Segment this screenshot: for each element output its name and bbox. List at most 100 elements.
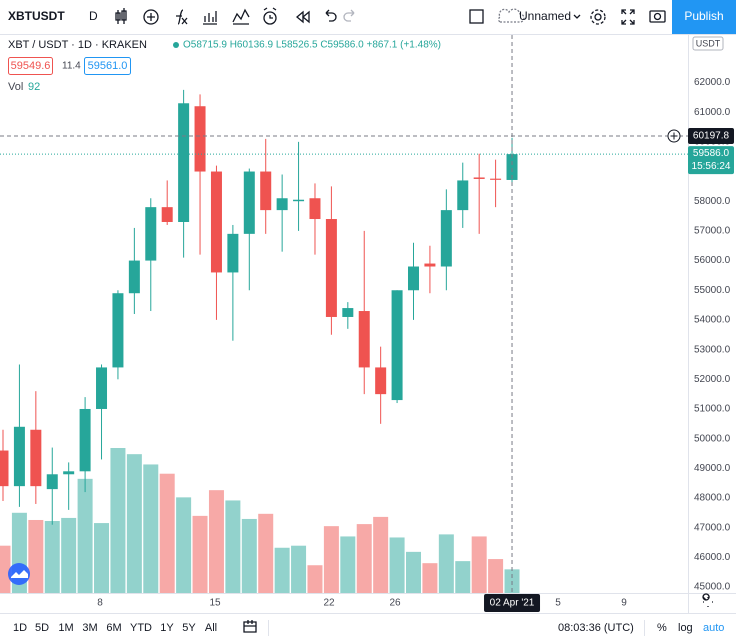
x-tick-label: 9 <box>621 598 627 609</box>
y-tick-label: 56000.0 <box>694 255 731 266</box>
toolbar <box>0 0 736 34</box>
ohlc-values: O58715.9 H60136.9 L58526.5 C59586.0 +867… <box>183 40 441 51</box>
candle-body <box>408 266 419 291</box>
x-tick-label: 5 <box>555 598 561 609</box>
crosshair-date-label: 02 Apr '21 <box>490 598 535 609</box>
y-tick-label: 49000.0 <box>694 463 731 474</box>
volume-bar <box>455 561 471 593</box>
volume-bar <box>143 464 159 593</box>
candle-body <box>79 408 91 472</box>
volume-bar <box>192 515 208 593</box>
axis-settings[interactable] <box>702 593 713 607</box>
auto-toggle[interactable]: auto <box>703 622 724 634</box>
crosshair-date-box <box>484 594 541 612</box>
range-button[interactable]: 3M <box>82 622 97 634</box>
volume-value: 92 <box>28 81 40 93</box>
pair-title: XBT / USDT · 1D · KRAKEN <box>8 39 147 51</box>
y-tick-label: 54000.0 <box>694 315 731 326</box>
candle-body <box>112 293 124 368</box>
volume-bar <box>323 526 339 593</box>
crosshair-add-plus[interactable] <box>670 132 678 140</box>
unit-label[interactable]: USDT <box>696 38 721 48</box>
volume-bar <box>340 536 356 593</box>
candle-body <box>63 471 75 475</box>
volume-bar <box>159 473 175 593</box>
candle-body <box>178 103 190 222</box>
candle-body <box>260 171 272 211</box>
candle-body <box>424 263 436 267</box>
x-tick-label: 8 <box>97 598 103 609</box>
y-tick-label: 62000.0 <box>694 77 731 88</box>
range-button[interactable]: 5D <box>35 622 49 634</box>
volume-label: Vol <box>8 81 23 93</box>
percent-toggle[interactable]: % <box>657 622 667 634</box>
volume-bar <box>471 536 487 593</box>
volume-bar <box>422 563 438 593</box>
x-tick-label: 22 <box>323 598 335 609</box>
last-price-box <box>688 146 734 175</box>
market-status <box>173 42 179 48</box>
candle-body <box>490 178 502 180</box>
volume-bar <box>389 537 405 593</box>
range-button[interactable]: 1D <box>13 622 27 634</box>
volume-bar <box>176 497 192 593</box>
y-tick-label: 57000.0 <box>694 226 731 237</box>
toolbar-icons[interactable] <box>115 7 666 25</box>
publish-label[interactable]: Publish <box>684 9 723 23</box>
range-button[interactable]: All <box>205 622 217 634</box>
publish-button[interactable] <box>672 0 736 34</box>
crosshair-price-box <box>688 127 734 144</box>
volume-bar <box>94 523 110 593</box>
ask-box[interactable] <box>84 57 131 75</box>
symbol-button[interactable]: XBTUSDT <box>8 9 65 23</box>
range-button[interactable]: 1M <box>58 622 73 634</box>
layout-name[interactable]: Unnamed <box>519 9 571 23</box>
unit-box[interactable] <box>692 36 724 51</box>
candle-body <box>473 177 485 179</box>
volume-bar <box>61 517 77 593</box>
y-tick-label: 61000.0 <box>694 107 731 118</box>
candle-body <box>457 180 469 211</box>
y-tick-label: 48000.0 <box>694 493 731 504</box>
volume-bar <box>110 448 126 593</box>
y-tick-label: 45000.0 <box>694 582 731 593</box>
x-tick-label: 15 <box>209 598 221 609</box>
y-tick-label: 50000.0 <box>694 433 731 444</box>
ask-price[interactable]: 59561.0 <box>88 60 128 72</box>
volume-bar <box>0 545 11 593</box>
candle-body <box>358 311 370 368</box>
y-tick-label: 51000.0 <box>694 404 731 415</box>
countdown-label: 15:56:24 <box>692 161 731 172</box>
crosshair-price-label: 60197.8 <box>693 131 730 142</box>
range-button[interactable]: YTD <box>130 622 152 634</box>
candle-body <box>96 367 108 409</box>
tv-logo-mark <box>11 570 28 578</box>
volume-bar <box>126 454 142 593</box>
volume-bar <box>356 524 372 593</box>
candle-body <box>243 171 255 234</box>
range-button[interactable]: 5Y <box>182 622 196 634</box>
candle-body <box>325 219 337 317</box>
volume-bar <box>307 565 323 593</box>
range-button[interactable]: 6M <box>106 622 121 634</box>
volume-bar <box>438 534 454 593</box>
y-tick-label: 46000.0 <box>694 552 731 563</box>
candle-body <box>506 154 518 180</box>
log-toggle[interactable]: log <box>678 622 693 634</box>
volume-bar <box>208 490 224 593</box>
candle-body <box>391 290 403 401</box>
candle-body <box>194 106 206 172</box>
candle-body <box>30 429 42 487</box>
volume-bar <box>274 547 290 593</box>
bid-box[interactable] <box>8 57 53 75</box>
candle-body <box>227 233 239 273</box>
bid-price[interactable]: 59549.6 <box>11 60 51 72</box>
candle-body <box>46 474 58 490</box>
interval-button[interactable]: D <box>89 9 98 23</box>
tv-logo[interactable] <box>8 563 30 585</box>
layout-dropdown[interactable] <box>573 14 581 19</box>
date-range-icon[interactable] <box>243 620 257 633</box>
clock[interactable]: 08:03:36 (UTC) <box>558 622 634 634</box>
plot <box>0 89 520 593</box>
range-button[interactable]: 1Y <box>160 622 174 634</box>
